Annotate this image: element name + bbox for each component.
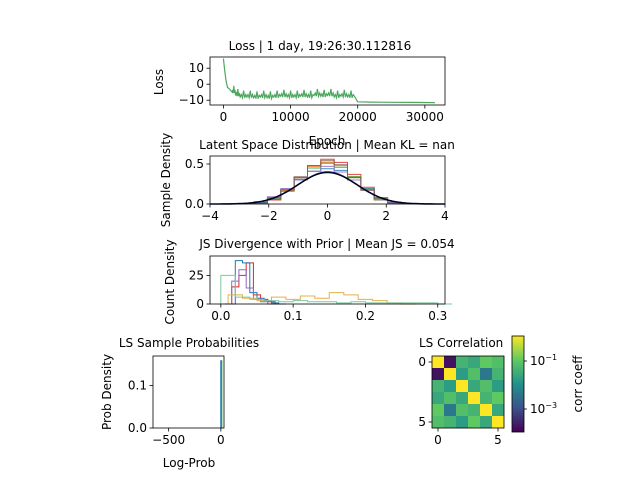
corr-cell: [492, 392, 505, 405]
corr-cell: [432, 392, 445, 405]
latent-panel: Latent Space Distribution | Mean KL = na…: [159, 133, 455, 227]
colorbar: [511, 335, 525, 433]
corr-cell: [456, 404, 469, 417]
x-tick-label: 10000: [271, 110, 309, 124]
corr-axes-frame: [431, 355, 505, 429]
loss-title: Loss | 1 day, 19:26:30.112816: [229, 39, 412, 53]
prior-curve: [210, 171, 445, 205]
x-tick-label: 0: [220, 110, 228, 124]
corr-cell: [432, 356, 445, 369]
probs-title: LS Sample Probabilities: [119, 336, 259, 350]
corr-cell: [492, 404, 505, 417]
corr-cell: [444, 404, 457, 417]
x-tick-label: 0: [324, 209, 332, 223]
corr-cell: [468, 380, 481, 393]
corr-cell: [432, 416, 445, 429]
corr-cell: [432, 368, 445, 381]
y-tick-label: 0: [418, 355, 426, 369]
y-tick-label: 0.0: [185, 197, 204, 211]
y-tick-label: 0.1: [128, 379, 147, 393]
colorbar-tick-label: 10−3: [530, 401, 557, 416]
corr-cell: [456, 416, 469, 429]
corr-cell: [480, 416, 493, 429]
latent-title: Latent Space Distribution | Mean KL = na…: [199, 138, 455, 152]
loss-line: [222, 58, 435, 104]
js-histogram-2: [224, 269, 276, 305]
corr-panel: LS Correlation 0 505 10−1 10−3 corr coeff: [418, 335, 585, 447]
loss-axes-frame: [209, 56, 446, 106]
corr-cell: [480, 368, 493, 381]
x-tick-label: 0.1: [284, 309, 303, 323]
corr-cell: [444, 392, 457, 405]
loss-ylabel: Loss: [152, 69, 166, 95]
y-tick-label: −10: [179, 93, 204, 107]
x-tick-label: 20000: [339, 110, 377, 124]
y-tick-label: 10: [189, 61, 204, 75]
x-tick-label: 0: [434, 433, 442, 447]
corr-cell: [456, 356, 469, 369]
colorbar-tick-label: 10−1: [530, 353, 557, 368]
corr-cell: [444, 416, 457, 429]
prior-curve: [210, 172, 445, 205]
corr-cell: [456, 380, 469, 393]
js-histogram-4: [220, 274, 453, 305]
colorbar-label: corr coeff: [571, 355, 585, 413]
js-ylabel: Count Density: [163, 239, 177, 324]
x-tick-label: −4: [201, 209, 219, 223]
corr-cell: [492, 380, 505, 393]
x-tick-label: 0.0: [211, 309, 230, 323]
corr-cell: [480, 404, 493, 417]
corr-cell: [492, 368, 505, 381]
corr-cell: [432, 404, 445, 417]
corr-cell: [468, 392, 481, 405]
corr-cell: [468, 356, 481, 369]
js-title: JS Divergence with Prior | Mean JS = 0.0…: [198, 237, 454, 251]
corr-cell: [444, 380, 457, 393]
corr-cell: [432, 380, 445, 393]
corr-cell: [492, 416, 505, 429]
corr-cell: [480, 380, 493, 393]
x-tick-label: −500: [152, 433, 185, 447]
corr-cell: [468, 368, 481, 381]
loss-panel: Loss | 1 day, 19:26:30.112816 Loss Epoch…: [152, 39, 446, 148]
x-tick-label: 4: [441, 209, 449, 223]
corr-cell: [456, 368, 469, 381]
y-tick-label: 0.5: [185, 157, 204, 171]
y-tick-label: 0.0: [128, 421, 147, 435]
x-tick-label: 30000: [406, 110, 444, 124]
y-tick-label: 5: [418, 415, 426, 429]
latent-axes-frame: [209, 155, 446, 205]
latent-histogram-2: [253, 162, 402, 204]
js-panel: JS Divergence with Prior | Mean JS = 0.0…: [163, 237, 455, 325]
corr-cell: [480, 356, 493, 369]
probs-panel: LS Sample Probabilities Prob Density Log…: [100, 336, 259, 470]
probs-axes-frame: [152, 355, 225, 429]
corr-cell: [444, 356, 457, 369]
corr-cell: [456, 392, 469, 405]
latent-ylabel: Sample Density: [159, 133, 173, 227]
y-tick-label: 25: [189, 268, 204, 282]
corr-cell: [492, 356, 505, 369]
corr-cell: [444, 368, 457, 381]
y-tick-label: 0: [196, 297, 204, 311]
x-tick-label: 5: [494, 433, 502, 447]
y-tick-label: 0: [196, 77, 204, 91]
corr-title: LS Correlation: [419, 336, 503, 350]
js-axes-frame: [209, 255, 446, 305]
js-histogram-3: [227, 292, 417, 305]
latent-histogram-5: [253, 160, 402, 204]
x-tick-label: 0.3: [428, 309, 447, 323]
corr-cell: [468, 416, 481, 429]
x-tick-label: 0.2: [356, 309, 375, 323]
x-tick-label: 0: [217, 433, 225, 447]
probs-xlabel: Log-Prob: [163, 456, 215, 470]
corr-cell: [468, 404, 481, 417]
loss-xlabel: Epoch: [309, 134, 346, 148]
x-tick-label: −2: [260, 209, 278, 223]
probs-ylabel: Prob Density: [100, 354, 114, 430]
x-tick-label: 2: [382, 209, 390, 223]
corr-cell: [480, 392, 493, 405]
